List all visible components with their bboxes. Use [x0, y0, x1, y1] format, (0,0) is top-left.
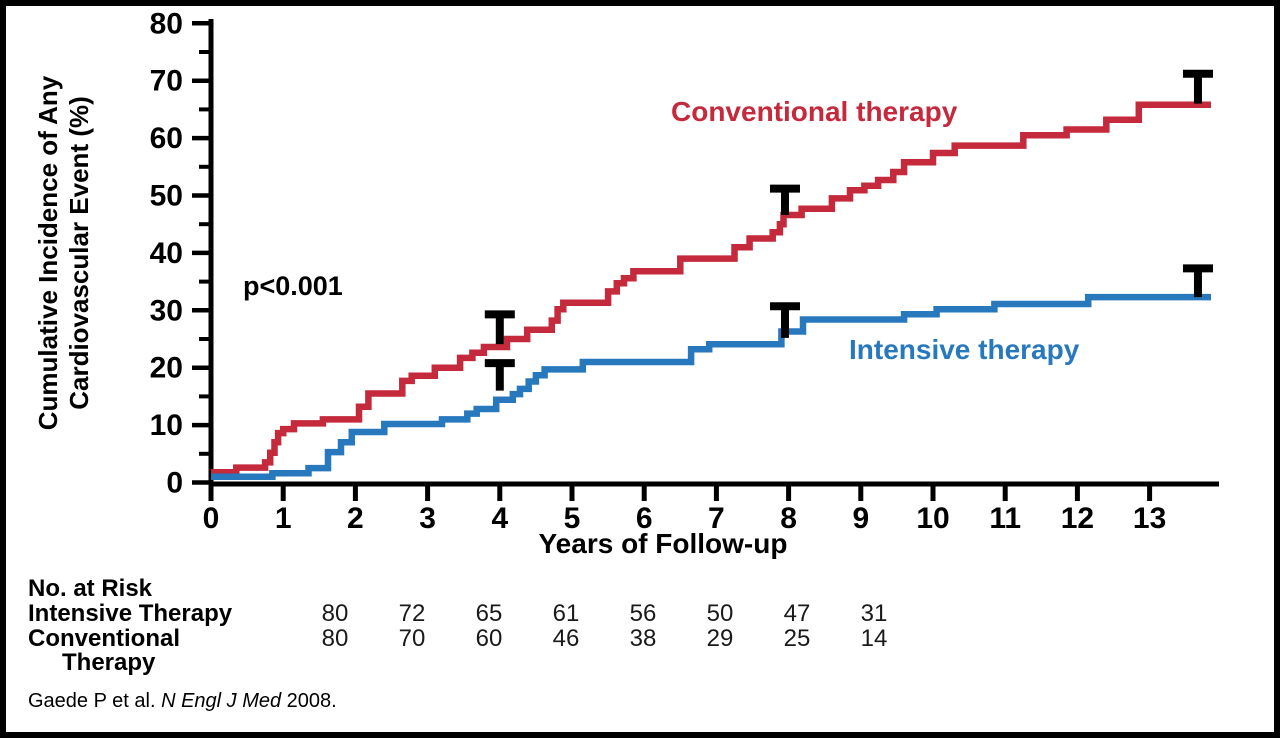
risk-value: 80: [321, 625, 349, 652]
y-tick-label: 20: [150, 352, 183, 385]
x-tick-label: 4: [491, 502, 508, 535]
risk-value: 47: [783, 600, 811, 627]
citation-year: 2008.: [281, 690, 337, 712]
risk-row-label-conventional: Conventional: [28, 625, 181, 652]
y-tick-label: 30: [150, 294, 183, 327]
risk-value: 14: [860, 625, 888, 652]
p-value-annotation: p<0.001: [243, 271, 343, 301]
risk-row-label-intensive: Intensive Therapy: [28, 600, 233, 627]
x-tick-label: 1: [275, 502, 292, 535]
citation: Gaede P et al. N Engl J Med 2008.: [28, 690, 337, 713]
intensive-therapy-curve-label: Intensive therapy: [849, 334, 1080, 365]
x-tick-label: 8: [780, 502, 797, 535]
risk-value: 65: [475, 600, 503, 627]
risk-value: 31: [860, 600, 888, 627]
citation-authors: Gaede P et al.: [28, 690, 162, 712]
y-tick-label: 60: [150, 122, 183, 155]
x-tick-label: 0: [203, 502, 220, 535]
risk-value: 56: [629, 600, 657, 627]
risk-table-title: No. at Risk: [28, 575, 153, 602]
conventional-therapy-curve: [211, 101, 1211, 476]
y-tick-label: 10: [150, 409, 183, 442]
x-tick-label: 7: [708, 502, 725, 535]
x-tick-label: 2: [347, 502, 364, 535]
risk-value: 70: [398, 625, 426, 652]
x-tick-label: 12: [1061, 502, 1094, 535]
risk-value: 25: [783, 625, 811, 652]
journal-name: N Engl J Med: [161, 690, 282, 712]
intensive-therapy-curve: [211, 293, 1211, 481]
x-tick-label: 11: [989, 502, 1021, 535]
x-tick-label: 5: [564, 502, 581, 535]
risk-value: 38: [629, 625, 657, 652]
conventional-therapy-curve-label: Conventional therapy: [671, 96, 958, 127]
y-tick-label: 50: [150, 180, 183, 213]
risk-row-label-conventional-wrap: Therapy: [62, 649, 156, 676]
x-tick-label: 6: [636, 502, 653, 535]
x-axis-title: Years of Follow-up: [538, 528, 788, 559]
x-tick-label: 10: [916, 502, 949, 535]
risk-value: 46: [552, 625, 580, 652]
y-tick-label: 0: [166, 467, 183, 500]
y-tick-label: 70: [150, 65, 183, 98]
risk-value: 50: [706, 600, 734, 627]
x-tick-label: 3: [419, 502, 436, 535]
y-axis-title-line2: Cardiovascular Event (%): [64, 96, 94, 410]
risk-value: 72: [398, 600, 426, 627]
risk-value: 29: [706, 625, 734, 652]
y-axis-title-line1: Cumulative Incidence of Any: [33, 75, 63, 431]
y-tick-label: 80: [150, 7, 183, 40]
y-tick-label: 40: [150, 237, 183, 270]
x-tick-label: 13: [1133, 502, 1166, 535]
risk-value: 60: [475, 625, 503, 652]
x-tick-label: 9: [852, 502, 869, 535]
risk-value: 61: [552, 600, 580, 627]
risk-value: 80: [321, 600, 349, 627]
